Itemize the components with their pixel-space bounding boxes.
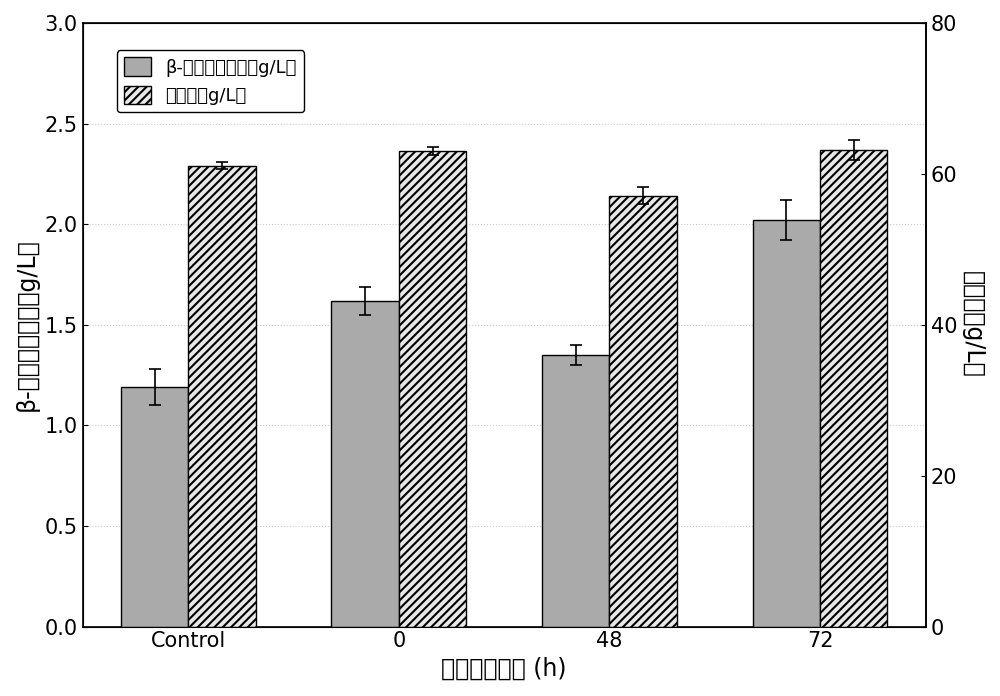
Bar	[820, 150, 887, 626]
Legend: β-胡萨卜素浓度（g/L）, 生物量（g/L）: β-胡萨卜素浓度（g/L）, 生物量（g/L）	[117, 50, 304, 112]
Bar	[399, 151, 466, 626]
X-axis label: 乙酸添加时间 (h): 乙酸添加时间 (h)	[441, 657, 567, 681]
Bar	[188, 166, 256, 626]
Bar	[609, 196, 677, 626]
Y-axis label: 生物量（g/L）: 生物量（g/L）	[961, 271, 985, 378]
Bar	[753, 220, 820, 626]
Y-axis label: β-胡萨卜素浓度（g/L）: β-胡萨卜素浓度（g/L）	[15, 239, 39, 411]
Bar	[331, 301, 399, 626]
Bar	[542, 355, 609, 626]
Bar	[121, 387, 188, 626]
